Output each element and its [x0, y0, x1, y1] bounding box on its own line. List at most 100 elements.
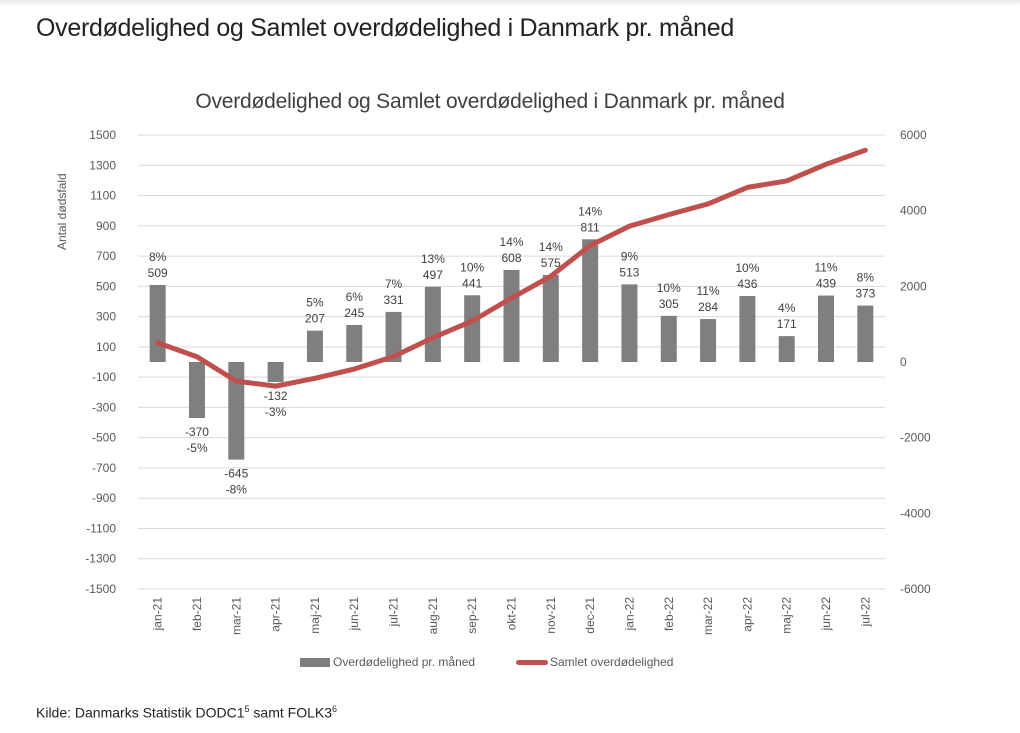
y2-axis-ticks: 6000 4000 2000 0 -2000 -4000 -6000: [900, 128, 931, 596]
x-tick-label: okt-21: [505, 597, 519, 631]
bar-percent-label: 6%: [346, 290, 364, 304]
bar-value-label: 575: [541, 256, 561, 270]
bar-value-label: 436: [737, 277, 757, 291]
x-tick-label: feb-22: [662, 597, 676, 631]
legend-label: Samlet overdødelighed: [550, 655, 674, 669]
x-tick-label: apr-21: [269, 597, 283, 632]
y-tick-label: -300: [92, 400, 116, 414]
bar-value-label: 513: [619, 265, 639, 279]
bar-value-label: -132: [264, 389, 288, 403]
x-tick-label: jun-22: [819, 597, 833, 632]
bar: [464, 295, 481, 362]
bar-value-label: -645: [224, 467, 248, 481]
bar-value-label: 497: [423, 268, 443, 282]
y-tick-label: 300: [96, 310, 116, 324]
x-tick-label: jul-21: [387, 597, 401, 628]
y-tick-label: 900: [96, 219, 116, 233]
x-tick-label: mar-21: [229, 597, 243, 635]
x-tick-label: maj-22: [780, 597, 794, 634]
x-tick-label: jan-22: [622, 597, 636, 632]
bar-percent-label: 14%: [499, 235, 523, 249]
bar-value-label: 608: [501, 251, 521, 265]
bar-percent-label: 13%: [421, 252, 445, 266]
bar-value-label: 284: [698, 300, 718, 314]
bar-percent-label: 10%: [657, 281, 681, 295]
bar: [424, 286, 441, 362]
bar-percent-label: 11%: [697, 284, 720, 298]
bar: [542, 274, 559, 362]
x-tick-label: sep-21: [465, 597, 479, 634]
y-tick-label: -100: [92, 370, 116, 384]
bar-percent-label: 11%: [814, 261, 837, 275]
bar-value-label: 509: [148, 266, 168, 280]
bar: [346, 324, 363, 362]
bar-percent-label: 14%: [578, 204, 602, 218]
bar: [582, 239, 599, 362]
y-tick-label: 500: [96, 279, 116, 293]
legend-swatch-bar: [300, 657, 330, 667]
x-tick-label: feb-21: [190, 597, 204, 631]
y-tick-label: 1300: [89, 158, 116, 172]
x-tick-label: dec-21: [583, 597, 597, 634]
bar: [660, 315, 677, 362]
bar: [149, 284, 166, 362]
bar-percent-label: 14%: [539, 240, 563, 254]
data-labels: 8% 509 -370 -5% -645 -8% -132 -3% 5% 207 6% 245 7% 33…: [148, 204, 876, 496]
y-tick-label: -900: [92, 491, 116, 505]
bar-value-label: 207: [305, 312, 325, 326]
bar-percent-label: 4%: [778, 301, 796, 315]
y-axis-ticks: 1500 1300 1100 900 700 500 300 100 -100 -300 -500 -…: [85, 128, 116, 596]
bars: [149, 239, 874, 460]
y-tick-label: -500: [92, 431, 116, 445]
y-tick-label: 1100: [90, 189, 116, 203]
bar-percent-label: 10%: [735, 261, 759, 275]
x-axis-ticks: jan-21 feb-21 mar-21 apr-21 maj-21 jun-21 jul-…: [151, 597, 873, 635]
bar: [778, 336, 795, 362]
bar-percent-label: 8%: [857, 271, 875, 285]
bar-percent-label: 9%: [621, 249, 639, 263]
legend-item-line: Samlet overdødelighed: [516, 655, 673, 669]
y2-tick-label: 6000: [900, 128, 927, 142]
series-line: [155, 147, 868, 389]
bar: [228, 362, 245, 460]
bar: [503, 269, 520, 362]
bar-percent-label: -8%: [226, 483, 248, 497]
source-note: Kilde: Danmarks Statistik DODC15 samt FO…: [36, 704, 338, 721]
y2-tick-label: 2000: [900, 279, 927, 293]
y-tick-label: -1500: [85, 582, 116, 596]
bar: [385, 311, 402, 362]
bar: [188, 362, 205, 418]
bar: [818, 295, 835, 362]
y-tick-label: 100: [96, 340, 116, 354]
bar: [739, 296, 756, 362]
bar: [621, 284, 638, 362]
y-tick-label: -700: [92, 461, 116, 475]
chart-title: Overdødelighed og Samlet overdødelighed …: [195, 90, 785, 113]
x-tick-label: jul-22: [858, 597, 872, 628]
y-tick-label: -1300: [85, 552, 116, 566]
y-tick-label: -1100: [86, 521, 116, 535]
x-tick-label: jan-21: [151, 597, 165, 632]
bar-value-label: 305: [659, 297, 679, 311]
bar: [267, 362, 284, 382]
x-tick-label: mar-22: [701, 597, 715, 635]
x-tick-label: maj-21: [308, 597, 322, 634]
top-bar: [0, 0, 1020, 6]
y2-tick-label: -6000: [900, 582, 931, 596]
bar-percent-label: 10%: [460, 260, 484, 274]
y2-tick-label: -2000: [900, 431, 931, 445]
legend-item-bars: Overdødelighed pr. måned: [300, 655, 475, 669]
bar-percent-label: 7%: [385, 277, 403, 291]
bar-value-label: 245: [344, 306, 364, 320]
bar: [857, 305, 874, 362]
bar-percent-label: 5%: [306, 296, 324, 310]
legend-label: Overdødelighed pr. måned: [333, 655, 476, 669]
bar-value-label: 441: [462, 276, 482, 290]
bar-percent-label: 8%: [149, 250, 167, 264]
x-tick-label: apr-22: [740, 597, 754, 632]
x-tick-label: jun-21: [347, 597, 361, 632]
bar-value-label: 171: [777, 317, 797, 331]
bar-value-label: 811: [581, 220, 600, 234]
x-tick-label: nov-21: [544, 597, 558, 634]
y2-tick-label: 4000: [900, 204, 927, 218]
